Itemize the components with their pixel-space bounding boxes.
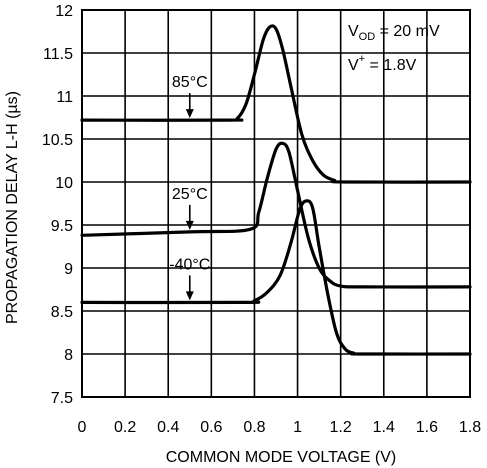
x-tick-label: 1.6 (416, 419, 438, 436)
series-annotation-label: 85°C (172, 74, 208, 91)
y-tick-labels: 7.5 8 8.5 9 9.5 10 10.5 11 11.5 12 (42, 3, 73, 407)
series-line (80, 199, 472, 356)
x-tick-labels: 0 0.2 0.4 0.6 0.8 1 1.2 1.4 1.6 1.8 (78, 419, 482, 436)
y-tick-label: 12 (55, 3, 73, 20)
y-tick-label: 9 (64, 261, 73, 278)
x-tick-label: 1 (293, 419, 302, 436)
series-line (80, 24, 472, 184)
condition-vplus: V+ = 1.8V (348, 53, 417, 74)
y-tick-label: 11.5 (43, 46, 73, 63)
y-tick-label: 8.5 (51, 304, 73, 321)
x-tick-label: 1.2 (330, 419, 352, 436)
annotation-arrow-head (185, 291, 194, 301)
x-tick-label: 0 (78, 419, 87, 436)
annotation-arrow-head (185, 109, 194, 119)
x-axis-label: COMMON MODE VOLTAGE (V) (166, 449, 397, 466)
series-annotation-label: 25°C (172, 186, 208, 203)
x-tick-label: 0.6 (200, 419, 222, 436)
series-annotation-label: -40°C (169, 256, 210, 273)
x-tick-label: 1.4 (373, 419, 395, 436)
conditions-box: VOD = 20 mV V+ = 1.8V (348, 23, 440, 74)
y-tick-label: 10.5 (42, 132, 73, 149)
y-tick-label: 10 (55, 175, 73, 192)
plot-frame (81, 9, 471, 398)
y-axis-label: PROPAGATION DELAY L-H (µs) (4, 91, 21, 324)
series-line (80, 141, 472, 289)
x-tick-label: 0.2 (114, 419, 136, 436)
x-tick-label: 0.4 (157, 419, 179, 436)
x-tick-label: 0.8 (243, 419, 265, 436)
x-tick-label: 1.8 (459, 419, 481, 436)
annotation-arrow-head (185, 220, 194, 230)
curves (80, 24, 472, 356)
y-tick-label: 11 (56, 89, 73, 106)
y-tick-label: 9.5 (51, 218, 73, 235)
condition-vod: VOD = 20 mV (348, 23, 440, 43)
y-tick-label: 8 (64, 347, 73, 364)
annotations: 85°C 25°C -40°C (169, 74, 210, 301)
y-tick-label: 7.5 (51, 390, 73, 407)
